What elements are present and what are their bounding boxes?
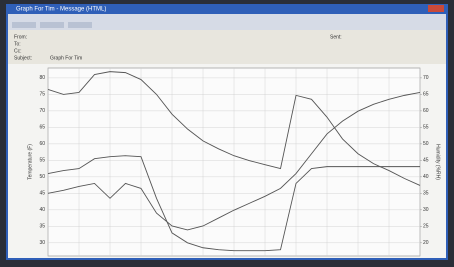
y-tick-label: 55 [39, 158, 45, 164]
y-tick-label: 60 [39, 141, 45, 147]
reply-all-button[interactable] [40, 22, 64, 28]
y-tick-label: 65 [39, 125, 45, 131]
forward-button[interactable] [68, 22, 92, 28]
y-tick-label: 45 [39, 191, 45, 197]
window-title: Graph For Tim - Message (HTML) [16, 7, 106, 13]
y2-tick-label: 45 [423, 158, 429, 164]
y-tick-label: 75 [39, 92, 45, 98]
from-label: From: [14, 34, 27, 40]
y2-tick-label: 65 [423, 92, 429, 98]
chart: 30 35 40 45 50 55 60 65 70 75 80 20 25 30 35 40 45 50 55 60… [27, 68, 440, 256]
y2-tick-label: 20 [423, 240, 429, 246]
y-tick-label: 35 [39, 224, 45, 230]
cc-label: Cc: [14, 48, 22, 54]
y2-tick-label: 50 [423, 141, 429, 147]
to-label: To: [14, 41, 21, 47]
y2-tick-label: 35 [423, 191, 429, 197]
y2-tick-label: 40 [423, 174, 429, 180]
reply-button[interactable] [12, 22, 36, 28]
y-tick-label: 80 [39, 75, 45, 81]
screen: Graph For Tim - Message (HTML) From: To:… [0, 0, 454, 262]
y2-tick-label: 30 [423, 207, 429, 213]
y-axis-label: Temperature (F) [27, 144, 33, 180]
subject-label: Subject: [14, 55, 32, 61]
y-tick-label: 30 [39, 240, 45, 246]
y2-tick-label: 70 [423, 75, 429, 81]
y2-tick-label: 55 [423, 125, 429, 131]
y2-tick-label: 25 [423, 224, 429, 230]
y-tick-label: 40 [39, 207, 45, 213]
page: Graph For Tim - Message (HTML) From: To:… [0, 0, 454, 262]
y-tick-label: 50 [39, 174, 45, 180]
y2-axis-label: Humidity (%RH) [435, 144, 441, 180]
y-tick-label: 70 [39, 108, 45, 114]
sent-label: Sent: [330, 34, 342, 40]
subject: Graph For Tim [50, 55, 82, 61]
close-button[interactable] [428, 5, 444, 12]
y2-tick-label: 60 [423, 108, 429, 114]
